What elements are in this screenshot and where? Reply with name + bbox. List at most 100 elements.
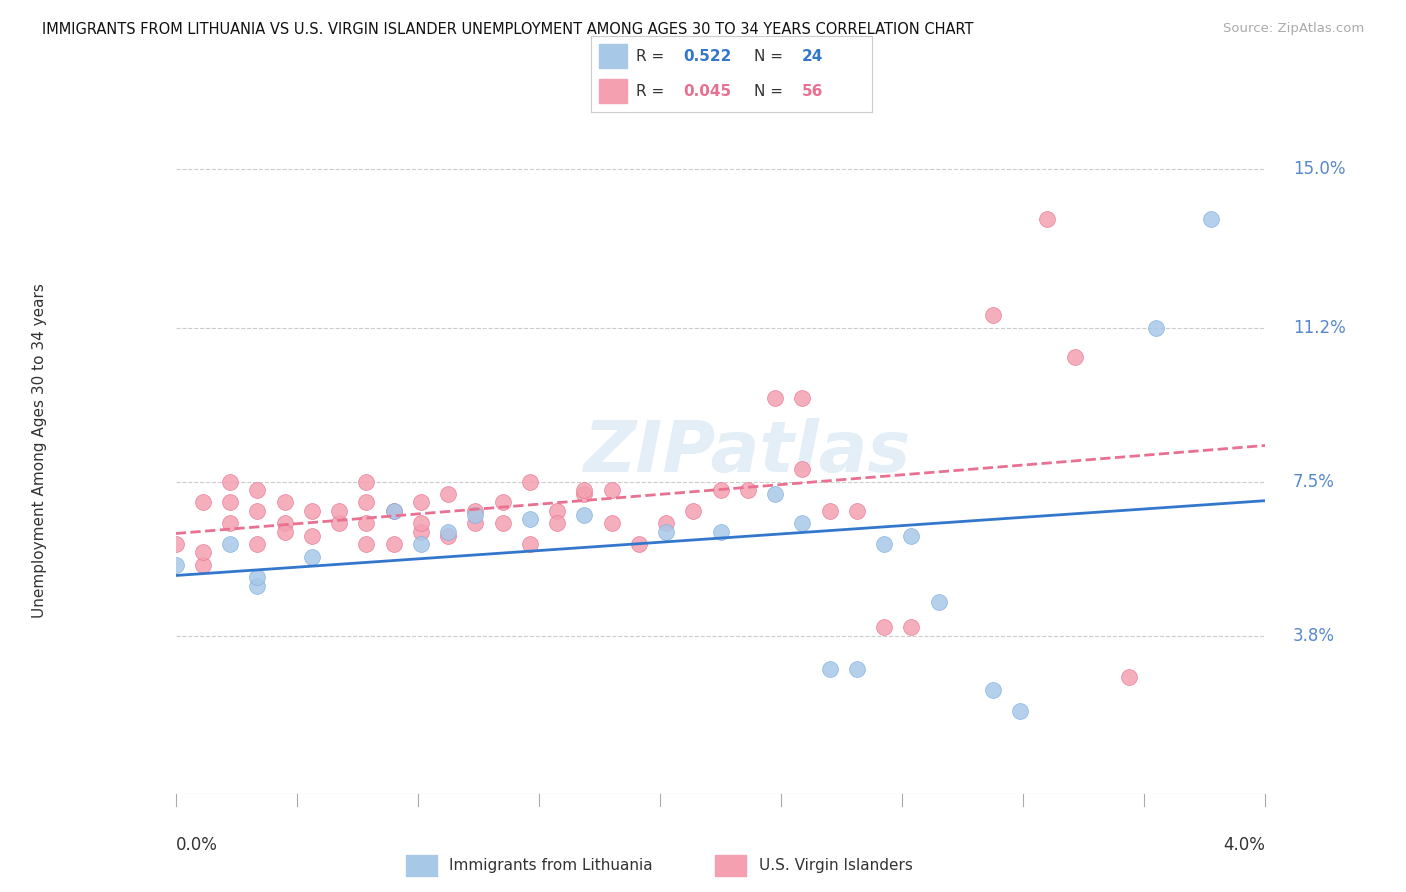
Text: 3.8%: 3.8% [1292,627,1334,645]
Text: 0.045: 0.045 [683,84,731,98]
Point [301,504,323,518]
Text: ZIPatlas: ZIPatlas [583,418,911,487]
Point [818,504,841,518]
Point [737,483,759,497]
Text: R =: R = [636,84,669,98]
Point [492,495,515,509]
Text: 0.0%: 0.0% [176,836,218,854]
Point [519,475,541,489]
Point [246,483,269,497]
Point [382,504,405,518]
Point [356,475,378,489]
Point [519,537,541,551]
Point [409,516,432,531]
Point [845,662,868,676]
Point [546,516,568,531]
Bar [599,78,627,103]
Point [519,512,541,526]
Point [219,537,242,551]
Point [710,483,733,497]
Point [246,579,269,593]
Point [546,504,568,518]
Point [437,487,460,501]
Text: 24: 24 [801,49,823,63]
Point [792,516,814,531]
Point [464,508,486,522]
Point [437,529,460,543]
Point [274,516,297,531]
Text: IMMIGRANTS FROM LITHUANIA VS U.S. VIRGIN ISLANDER UNEMPLOYMENT AMONG AGES 30 TO : IMMIGRANTS FROM LITHUANIA VS U.S. VIRGIN… [42,22,974,37]
Point [900,620,922,634]
Point [1118,670,1140,684]
Point [409,524,432,539]
Bar [406,855,437,876]
Text: 0.522: 0.522 [683,49,731,63]
Point [627,537,650,551]
Point [464,504,486,518]
Point [655,524,678,539]
Point [763,392,786,406]
Point [574,483,596,497]
Point [1036,212,1059,227]
Point [191,545,214,559]
Point [382,504,405,518]
Point [409,495,432,509]
Point [219,495,242,509]
Point [328,516,350,531]
Point [928,595,950,609]
Point [900,529,922,543]
Text: 7.5%: 7.5% [1292,473,1334,491]
Point [409,537,432,551]
Point [246,504,269,518]
Point [763,487,786,501]
Point [165,558,187,572]
Point [274,524,297,539]
Point [710,524,733,539]
Text: N =: N = [754,49,787,63]
Point [600,516,623,531]
Point [356,537,378,551]
Text: 11.2%: 11.2% [1292,318,1346,336]
Point [655,516,678,531]
Point [246,537,269,551]
Point [356,516,378,531]
Point [464,516,486,531]
Point [246,570,269,584]
Text: Unemployment Among Ages 30 to 34 years: Unemployment Among Ages 30 to 34 years [32,283,46,618]
Point [274,495,297,509]
Point [1199,212,1222,227]
Point [301,549,323,564]
Point [792,462,814,476]
Point [682,504,704,518]
Point [191,495,214,509]
Text: R =: R = [636,49,669,63]
Text: N =: N = [754,84,787,98]
Point [981,682,1004,697]
Point [219,475,242,489]
Point [165,537,187,551]
Point [1063,350,1085,364]
Point [437,524,460,539]
Point [574,508,596,522]
Point [600,483,623,497]
Point [301,529,323,543]
Point [873,537,896,551]
Point [191,558,214,572]
Point [328,504,350,518]
Point [492,516,515,531]
Point [818,662,841,676]
Point [574,487,596,501]
Bar [716,855,747,876]
Bar [599,44,627,69]
Point [981,308,1004,322]
Text: U.S. Virgin Islanders: U.S. Virgin Islanders [759,858,912,872]
Point [873,620,896,634]
Text: 4.0%: 4.0% [1223,836,1265,854]
Point [845,504,868,518]
Point [1144,320,1167,334]
Text: 15.0%: 15.0% [1292,161,1346,178]
Point [356,495,378,509]
Point [382,537,405,551]
Point [792,392,814,406]
Point [1010,704,1032,718]
